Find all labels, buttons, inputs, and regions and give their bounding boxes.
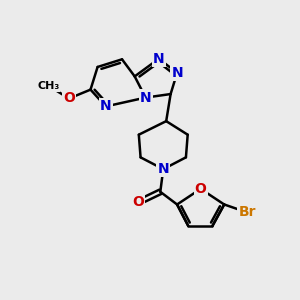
Text: O: O <box>132 195 144 209</box>
Text: CH₃: CH₃ <box>37 81 59 91</box>
Text: N: N <box>100 99 112 113</box>
Text: O: O <box>63 92 75 106</box>
Text: O: O <box>195 182 207 196</box>
Text: N: N <box>158 162 169 176</box>
Text: N: N <box>153 52 165 66</box>
Text: N: N <box>140 91 152 105</box>
Text: Br: Br <box>238 206 256 219</box>
Text: N: N <box>171 66 183 80</box>
